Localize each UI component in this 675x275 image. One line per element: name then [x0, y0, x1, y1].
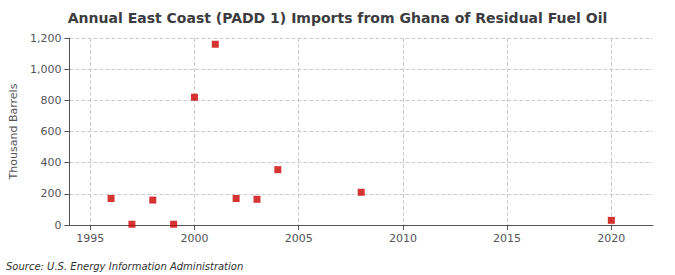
svg-text:800: 800	[40, 94, 61, 107]
svg-text:0: 0	[54, 219, 61, 232]
svg-text:600: 600	[40, 125, 61, 138]
svg-text:200: 200	[40, 187, 61, 200]
svg-text:1995: 1995	[76, 232, 104, 245]
svg-text:1,200: 1,200	[30, 32, 62, 45]
svg-text:2005: 2005	[285, 232, 313, 245]
svg-text:2020: 2020	[597, 232, 625, 245]
svg-text:Source: U.S. Energy Informatio: Source: U.S. Energy Information Administ…	[6, 261, 243, 272]
svg-text:2000: 2000	[180, 232, 208, 245]
svg-text:2015: 2015	[493, 232, 521, 245]
svg-text:Annual East Coast (PADD 1) Imp: Annual East Coast (PADD 1) Imports from …	[68, 10, 607, 26]
svg-text:1,000: 1,000	[30, 63, 62, 76]
svg-text:Thousand Barrels: Thousand Barrels	[7, 83, 20, 180]
svg-text:400: 400	[40, 156, 61, 169]
svg-text:2010: 2010	[389, 232, 417, 245]
